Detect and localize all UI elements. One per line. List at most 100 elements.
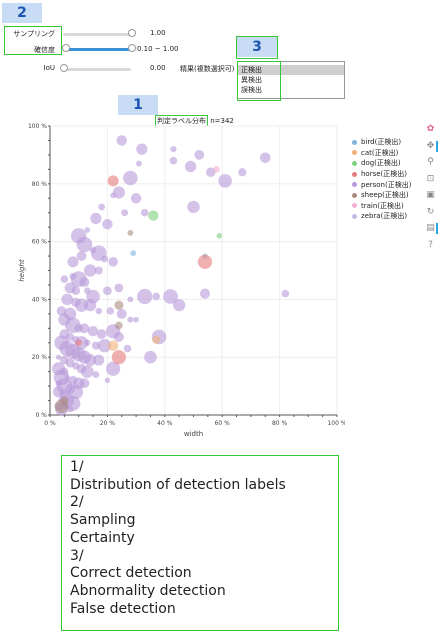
scatter-point[interactable] xyxy=(108,257,118,267)
help-icon[interactable]: ? xyxy=(428,239,433,250)
scatter-point[interactable] xyxy=(148,210,159,221)
scatter-point[interactable] xyxy=(56,354,62,360)
scatter-point[interactable] xyxy=(90,212,102,225)
scatter-point[interactable] xyxy=(107,340,119,351)
scatter-point[interactable] xyxy=(194,150,205,160)
scatter-point[interactable] xyxy=(84,354,97,367)
scatter-point[interactable] xyxy=(238,168,247,177)
scatter-point[interactable] xyxy=(93,354,105,366)
scatter-point[interactable] xyxy=(152,335,161,344)
result-multiselect[interactable]: 正検出 異検出 誤検出 xyxy=(237,61,345,99)
scatter-point[interactable] xyxy=(96,329,107,339)
scatter-point[interactable] xyxy=(60,275,69,283)
box-zoom-icon[interactable]: ⊡ xyxy=(426,173,435,184)
scatter-point[interactable] xyxy=(106,307,114,315)
scatter-point[interactable] xyxy=(79,323,90,334)
scatter-point[interactable] xyxy=(71,286,81,296)
scatter-point[interactable] xyxy=(76,251,87,261)
scatter-point[interactable] xyxy=(116,308,127,319)
scatter-point[interactable] xyxy=(91,341,100,350)
legend-item[interactable]: dog(正検出) xyxy=(352,158,411,169)
scatter-point[interactable] xyxy=(98,203,106,211)
scatter-point[interactable] xyxy=(281,289,290,298)
scatter-point[interactable] xyxy=(97,338,112,353)
scatter-point[interactable] xyxy=(114,283,124,293)
scatter-point[interactable] xyxy=(94,266,103,275)
scatter-point[interactable] xyxy=(68,384,84,400)
scatter-point[interactable] xyxy=(152,292,160,301)
scatter-point[interactable] xyxy=(115,321,123,330)
scatter-point[interactable] xyxy=(113,331,124,342)
scatter-point[interactable] xyxy=(54,399,69,414)
scatter-point[interactable] xyxy=(121,209,129,217)
scatter-point[interactable] xyxy=(187,200,200,214)
scatter-point[interactable] xyxy=(56,306,67,316)
legend-item[interactable]: sheep(正検出) xyxy=(352,190,411,201)
legend-item[interactable]: bird(正検出) xyxy=(352,137,411,148)
scatter-point[interactable] xyxy=(127,296,134,303)
scatter-point[interactable] xyxy=(92,371,100,378)
scatter-point[interactable] xyxy=(213,166,220,173)
scatter-point[interactable] xyxy=(133,316,139,323)
scatter-point[interactable] xyxy=(259,152,271,164)
result-option-false[interactable]: 誤検出 xyxy=(241,86,262,94)
scatter-point[interactable] xyxy=(74,298,89,312)
certainty-slider-min-handle[interactable] xyxy=(62,44,70,52)
scatter-point[interactable] xyxy=(106,361,121,376)
scatter-point[interactable] xyxy=(84,339,91,346)
scatter-point[interactable] xyxy=(218,174,232,188)
scatter-point[interactable] xyxy=(137,288,153,305)
scatter-point[interactable] xyxy=(84,299,97,312)
iou-slider-track[interactable] xyxy=(63,68,131,71)
scatter-point[interactable] xyxy=(140,208,149,217)
scatter-point[interactable] xyxy=(216,233,223,239)
legend-item[interactable]: horse(正検出) xyxy=(352,169,411,180)
scatter-point[interactable] xyxy=(130,193,142,204)
scatter-point[interactable] xyxy=(170,146,177,153)
scatter-point[interactable] xyxy=(104,377,111,384)
scatter-point[interactable] xyxy=(76,236,93,253)
scatter-point[interactable] xyxy=(127,316,134,323)
scatter-point[interactable] xyxy=(173,299,186,312)
scatter-point[interactable] xyxy=(136,143,148,155)
scatter-point[interactable] xyxy=(81,365,94,378)
scatter-point[interactable] xyxy=(116,135,127,146)
scatter-point[interactable] xyxy=(103,286,112,296)
scatter-point[interactable] xyxy=(184,160,197,173)
scatter-point[interactable] xyxy=(83,264,97,277)
pan-icon[interactable]: ✥ xyxy=(425,140,438,152)
sampling-slider-handle[interactable] xyxy=(128,29,136,37)
legend-item[interactable]: train(正検出) xyxy=(352,201,411,212)
certainty-slider-max-handle[interactable] xyxy=(128,44,136,52)
scatter-point[interactable] xyxy=(123,344,132,353)
scatter-point[interactable] xyxy=(110,192,117,199)
scatter-point[interactable] xyxy=(111,350,126,365)
scatter-point[interactable] xyxy=(136,160,142,167)
scatter-point[interactable] xyxy=(61,293,74,306)
result-option-abnormal[interactable]: 異検出 xyxy=(241,76,262,84)
scatter-point[interactable] xyxy=(127,230,134,236)
scatter-point[interactable] xyxy=(79,378,90,389)
scatter-point[interactable] xyxy=(197,254,213,269)
sampling-slider-track[interactable] xyxy=(63,33,131,36)
save-icon[interactable]: ▣ xyxy=(426,190,435,200)
result-option-correct[interactable]: 正検出 xyxy=(238,65,344,75)
legend-item[interactable]: cat(正検出) xyxy=(352,148,411,159)
scatter-point[interactable] xyxy=(95,307,102,315)
scatter-plot[interactable]: 0 %0 % 20 % 20 % 40 % 40 % 60 % 60 % 80 % 80 % 10… xyxy=(0,118,345,448)
scatter-point[interactable] xyxy=(114,300,124,310)
scatter-point[interactable] xyxy=(66,332,75,341)
legend-item[interactable]: zebra(正検出) xyxy=(352,211,411,222)
hover-icon[interactable]: ▤ xyxy=(425,223,438,234)
iou-slider-handle[interactable] xyxy=(60,64,68,72)
scatter-point[interactable] xyxy=(67,256,79,268)
scatter-point[interactable] xyxy=(144,350,157,364)
scatter-point[interactable] xyxy=(102,219,113,230)
legend-item[interactable]: person(正検出) xyxy=(352,179,411,190)
scatter-point[interactable] xyxy=(87,325,99,337)
scatter-point[interactable] xyxy=(107,175,119,187)
scatter-point[interactable] xyxy=(66,405,74,413)
scatter-point[interactable] xyxy=(123,170,138,186)
scatter-point[interactable] xyxy=(75,339,82,347)
scatter-point[interactable] xyxy=(169,156,178,165)
